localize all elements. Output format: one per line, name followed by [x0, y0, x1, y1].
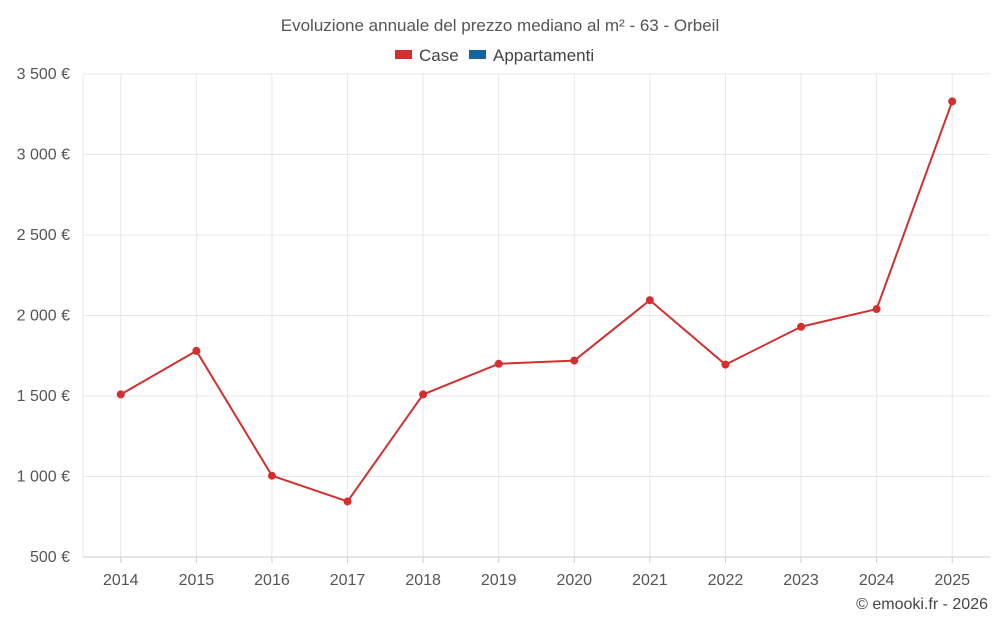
- legend-item-appartamenti[interactable]: Appartamenti: [469, 46, 594, 65]
- y-tick-label: 500 €: [30, 549, 70, 566]
- credit-text: © emooki.fr - 2026: [856, 596, 988, 613]
- x-tick-label: 2015: [179, 572, 215, 589]
- data-point[interactable]: [116, 390, 125, 399]
- x-tick-label: 2022: [708, 572, 744, 589]
- data-point[interactable]: [570, 356, 579, 365]
- data-point[interactable]: [192, 346, 201, 355]
- x-tick-label: 2016: [254, 572, 290, 589]
- x-gridlines: [82, 74, 953, 557]
- x-tick-label: 2020: [556, 572, 592, 589]
- y-tick-label: 3 500 €: [17, 66, 70, 83]
- y-gridlines: [83, 73, 990, 558]
- data-point[interactable]: [419, 390, 428, 399]
- x-tick-label: 2019: [481, 572, 517, 589]
- y-axis: 500 € 1 000 € 1 500 € 2 000 € 2 500 € 3 000 €…: [17, 66, 70, 566]
- legend: Case Appartamenti: [395, 46, 594, 65]
- data-point[interactable]: [872, 305, 881, 314]
- data-point[interactable]: [797, 322, 806, 331]
- data-point[interactable]: [343, 497, 352, 506]
- y-tick-label: 3 000 €: [17, 147, 70, 164]
- chart-title: Evoluzione annuale del prezzo mediano al…: [281, 16, 719, 35]
- legend-swatch-case: [395, 50, 412, 59]
- y-tick-label: 1 000 €: [17, 469, 70, 486]
- x-tick-label: 2021: [632, 572, 668, 589]
- y-tick-label: 2 000 €: [17, 308, 70, 325]
- legend-swatch-appartamenti: [469, 50, 486, 59]
- x-tick-label: 2024: [859, 572, 895, 589]
- legend-item-case[interactable]: Case: [395, 46, 459, 65]
- legend-label-case: Case: [419, 46, 459, 65]
- x-axis: 2014 2015 2016 2017 2018 2019 2020 2021 2022 2023…: [103, 557, 970, 589]
- legend-label-appartamenti: Appartamenti: [493, 46, 594, 65]
- x-tick-label: 2025: [934, 572, 970, 589]
- series-line: [120, 101, 954, 503]
- x-tick-label: 2017: [330, 572, 366, 589]
- x-tick-label: 2018: [405, 572, 441, 589]
- data-point[interactable]: [494, 359, 503, 368]
- y-tick-label: 2 500 €: [17, 227, 70, 244]
- data-point[interactable]: [948, 97, 957, 106]
- x-tick-label: 2023: [783, 572, 819, 589]
- data-point[interactable]: [267, 471, 276, 480]
- data-point[interactable]: [721, 360, 730, 369]
- y-tick-label: 1 500 €: [17, 388, 70, 405]
- data-point[interactable]: [645, 296, 654, 305]
- x-tick-label: 2014: [103, 572, 139, 589]
- series-case: [116, 97, 957, 506]
